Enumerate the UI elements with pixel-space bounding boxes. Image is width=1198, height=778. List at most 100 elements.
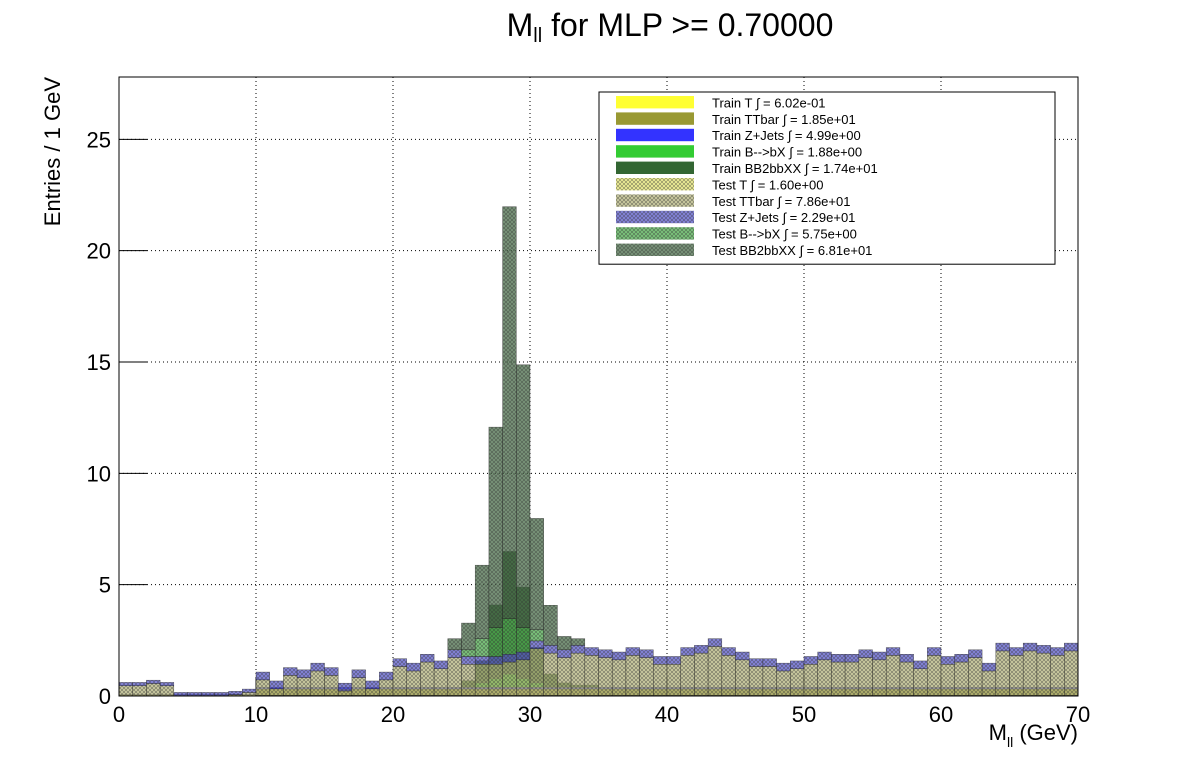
bar-segment	[379, 672, 393, 680]
legend-swatch	[616, 129, 694, 141]
bar-segment	[941, 656, 955, 664]
bar-segment	[612, 660, 626, 696]
bar-segment	[955, 654, 969, 662]
bar-segment	[311, 671, 325, 695]
bar-segment	[1023, 651, 1037, 696]
bar-segment	[681, 655, 695, 695]
bar-segment	[694, 645, 708, 653]
bar-segment	[900, 662, 914, 695]
bar-segment	[146, 680, 160, 683]
legend-label: Train T ∫ = 6.02e-01	[712, 95, 826, 110]
bar-segment	[859, 650, 873, 658]
bar-segment	[722, 655, 736, 695]
bar-segment	[338, 683, 352, 691]
bar-segment	[174, 692, 188, 695]
legend-label: Train BB2bbXX ∫ = 1.74e+01	[712, 161, 878, 176]
bar-segment	[859, 658, 873, 696]
bar-segment	[475, 664, 489, 695]
bar-segment	[297, 670, 311, 678]
bar-segment	[393, 666, 407, 695]
bar-segment	[544, 645, 558, 653]
bar-segment	[503, 662, 517, 695]
bar-segment	[681, 648, 695, 656]
bar-segment	[297, 678, 311, 696]
bar-segment	[256, 680, 270, 696]
bar-segment	[886, 648, 900, 656]
bar-segment	[1023, 643, 1037, 651]
legend-swatch	[616, 112, 694, 124]
bar-segment	[722, 648, 736, 656]
bar-segment	[886, 655, 900, 695]
legend-swatch	[616, 162, 694, 174]
y-tick-label: 0	[99, 684, 111, 709]
bar-segment	[215, 692, 229, 695]
bar-segment	[530, 641, 544, 649]
legend-swatch	[616, 211, 694, 223]
bar-segment	[571, 653, 585, 695]
x-tick-label: 0	[113, 702, 125, 727]
x-tick-label: 50	[792, 702, 816, 727]
bar-segment	[557, 658, 571, 696]
bar-segment	[338, 691, 352, 695]
bar-segment	[1037, 653, 1051, 695]
x-tick-label: 30	[518, 702, 542, 727]
y-tick-label: 20	[87, 239, 111, 264]
bar-segment	[708, 639, 722, 647]
bar-segment	[229, 691, 243, 694]
bar-segment	[873, 660, 887, 696]
bar-segment	[544, 653, 558, 695]
bar-segment	[927, 655, 941, 695]
bar-segment	[831, 662, 845, 695]
bar-segment	[763, 659, 777, 667]
bar-segment	[119, 682, 133, 685]
legend-label: Test B-->bX ∫ = 5.75e+00	[712, 227, 857, 242]
legend-label: Train Z+Jets ∫ = 4.99e+00	[712, 128, 861, 143]
bar-segment	[489, 427, 503, 627]
legend-label: Train B-->bX ∫ = 1.88e+00	[712, 145, 862, 160]
bar-segment	[818, 652, 832, 660]
bar-segment	[777, 671, 791, 695]
bar-segment	[804, 664, 818, 695]
bar-segment	[557, 650, 571, 658]
bar-segment	[982, 671, 996, 695]
bar-segment	[434, 661, 448, 669]
bar-segment	[462, 623, 476, 650]
bar-segment	[982, 663, 996, 671]
bar-segment	[1064, 651, 1078, 696]
title-sub: ll	[533, 25, 542, 47]
chart-title: Mll for MLP >= 0.70000	[507, 7, 834, 47]
bar-segment	[612, 652, 626, 660]
bar-segment	[393, 659, 407, 667]
bar-segment	[914, 661, 928, 669]
bar-segment	[489, 656, 503, 664]
legend-swatch	[616, 244, 694, 256]
bar-segment	[736, 652, 750, 660]
bar-segment	[955, 662, 969, 695]
y-tick-label: 25	[87, 127, 111, 152]
y-tick-label: 15	[87, 350, 111, 375]
bar-segment	[914, 669, 928, 696]
legend-swatch	[616, 194, 694, 206]
bar-segment	[448, 658, 462, 696]
bar-segment	[462, 664, 476, 695]
bar-segment	[1010, 648, 1024, 656]
bar-segment	[996, 651, 1010, 696]
bar-segment	[968, 650, 982, 658]
bar-segment	[845, 662, 859, 695]
title-part: M	[507, 7, 534, 43]
bar-segment	[694, 653, 708, 695]
bar-segment	[160, 682, 174, 685]
bar-segment	[749, 659, 763, 667]
bar-segment	[653, 656, 667, 664]
x-tick-label: 60	[929, 702, 953, 727]
bar-segment	[667, 656, 681, 664]
bar-segment	[530, 630, 544, 641]
bar-segment	[201, 692, 215, 695]
bar-segment	[448, 650, 462, 658]
bar-segment	[790, 661, 804, 669]
bar-segment	[667, 664, 681, 695]
bar-segment	[708, 646, 722, 695]
x-tick-label: 70	[1066, 702, 1090, 727]
bar-segment	[777, 663, 791, 671]
bar-segment	[571, 639, 585, 646]
